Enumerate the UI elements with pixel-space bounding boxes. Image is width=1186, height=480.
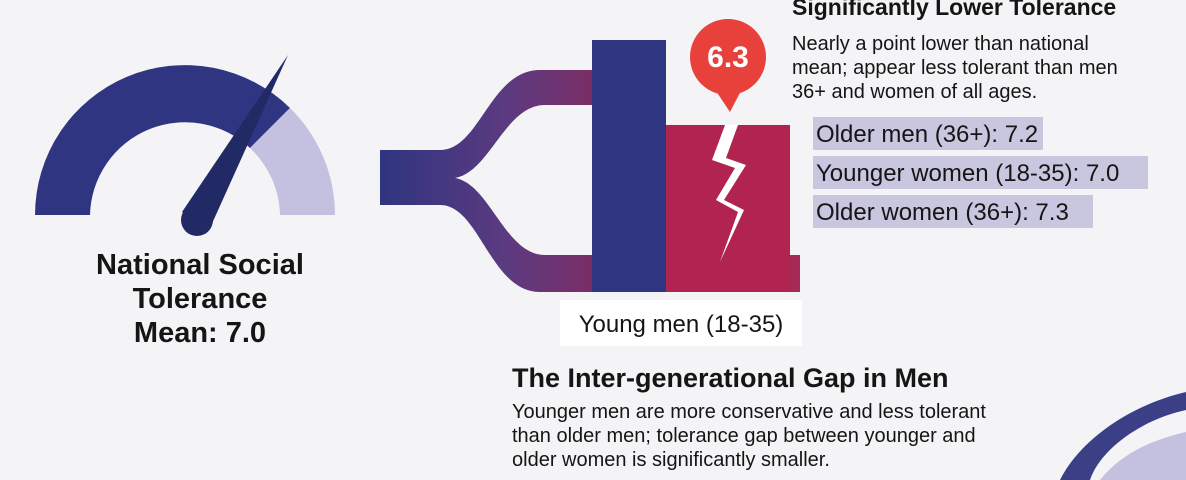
gauge-label: Mean: 7.0 <box>134 317 266 349</box>
bar-navy <box>592 40 666 292</box>
comparison: Older men (36+): 7.2 <box>816 121 1038 148</box>
callout-text: 36+ and women of all ages. <box>792 81 1037 103</box>
gauge-label: National Social <box>96 249 304 281</box>
callout-title: Significantly Lower Tolerance <box>792 0 1116 20</box>
comparison: Older women (36+): 7.3 <box>816 199 1069 226</box>
comparison: Younger women (18-35): 7.0 <box>816 160 1119 187</box>
gap-text: than older men; tolerance gap between yo… <box>512 425 976 447</box>
infographic: National Social Tolerance Mean: 7.0 6.3 … <box>0 0 1186 480</box>
gauge-hub <box>181 204 213 236</box>
gap-text: Younger men are more conservative and le… <box>512 401 986 423</box>
badge-value: 6.3 <box>707 41 749 74</box>
bar-label: Young men (18-35) <box>579 311 784 338</box>
callout-text: mean; appear less tolerant than men <box>792 57 1118 79</box>
gap-title: The Inter-generational Gap in Men <box>512 363 949 393</box>
page: National Social Tolerance Mean: 7.0 6.3 … <box>0 0 1186 480</box>
callout-text: Nearly a point lower than national <box>792 33 1089 55</box>
gauge-label: Tolerance <box>133 283 268 315</box>
gap-text: older women is significantly smaller. <box>512 449 830 471</box>
